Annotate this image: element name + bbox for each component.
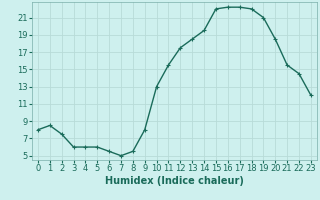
X-axis label: Humidex (Indice chaleur): Humidex (Indice chaleur) (105, 176, 244, 186)
